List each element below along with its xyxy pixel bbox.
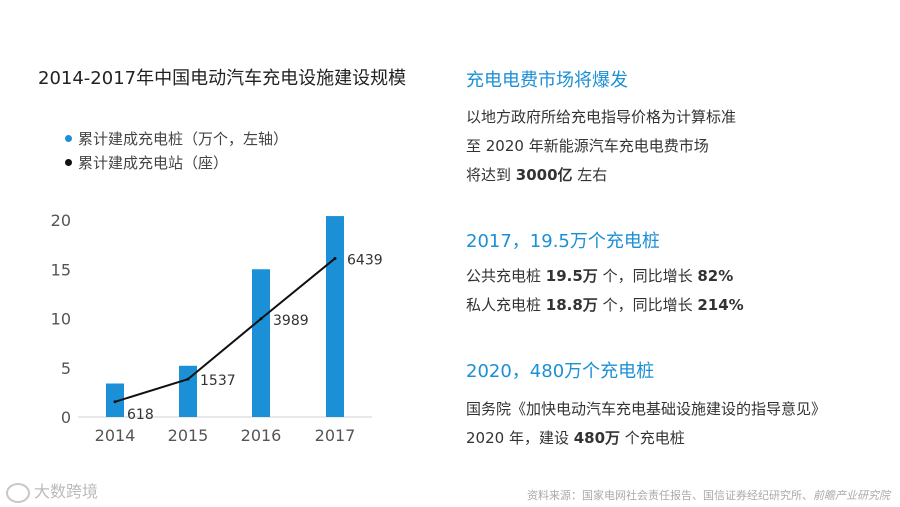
text-span: 公共充电桩: [466, 267, 546, 285]
text-span: 2020 年，建设: [466, 429, 574, 447]
legend-item-line: 累计建成充电站（座）: [65, 152, 229, 173]
y-tick-label: 15: [51, 260, 71, 279]
data-label: 1537: [200, 373, 236, 389]
bar-line-chart: 0 5 10 15 20 2014 2015 2016 2017 618 1537 3989 6439: [51, 211, 383, 445]
bar: [252, 269, 270, 417]
panel-heading-2017: 2017，19.5万个充电桩: [466, 231, 660, 252]
logo-text: 大数跨境: [34, 482, 99, 501]
panel-heading-2020: 2020，480万个充电桩: [466, 361, 655, 382]
text-span: 个，同比增长: [597, 296, 698, 314]
x-tick-label: 2016: [241, 426, 282, 445]
legend-label-line: 累计建成充电站（座）: [78, 154, 229, 172]
text-span: 左右: [572, 166, 608, 184]
source-prefix: 资料来源：国家电网社会责任报告、国信证券经纪研究所、: [527, 489, 813, 502]
legend-label-bar: 累计建成充电桩（万个，左轴）: [78, 130, 289, 148]
data-label: 3989: [273, 313, 309, 329]
y-tick-label: 10: [51, 310, 71, 329]
line-point: [113, 400, 117, 404]
y-tick-label: 5: [61, 359, 71, 378]
data-label: 618: [127, 407, 154, 423]
highlight-value: 82%: [697, 267, 734, 285]
y-tick-label: 20: [51, 211, 71, 230]
line-point: [333, 256, 337, 260]
panel-text-2017: 公共充电桩 19.5万 个，同比增长 82% 私人充电桩 18.8万 个，同比增…: [466, 262, 744, 320]
chart-title: 2014-2017年中国电动汽车充电设施建设规模: [38, 68, 407, 89]
panel-text-market: 以地方政府所给充电指导价格为计算标准 至 2020 年新能源汽车充电电费市场 将…: [466, 103, 736, 190]
panel-line: 以地方政府所给充电指导价格为计算标准: [466, 108, 737, 126]
watermark-logo: 大数跨境: [6, 478, 98, 503]
bar: [326, 216, 344, 417]
highlight-value: 3000亿: [515, 166, 573, 184]
panel-line: 2020 年，建设 480万 个充电桩: [466, 424, 826, 453]
legend-item-bar: 累计建成充电桩（万个，左轴）: [65, 128, 289, 149]
source-emph: 前瞻产业研究院: [813, 489, 890, 502]
highlight-value: 214%: [697, 296, 744, 314]
line-point: [259, 317, 263, 321]
text-span: 私人充电桩: [466, 296, 546, 314]
text-span: 将达到: [466, 166, 516, 184]
highlight-value: 18.8万: [545, 296, 598, 314]
panel-line: 至 2020 年新能源汽车充电电费市场: [466, 137, 709, 155]
panel-heading-market: 充电电费市场将爆发: [466, 70, 628, 91]
legend-dot-icon: [65, 135, 72, 142]
text-span: 个充电桩: [620, 429, 685, 447]
bar: [179, 365, 197, 417]
highlight-value: 19.5万: [545, 267, 598, 285]
x-tick-label: 2015: [168, 426, 209, 445]
line-point: [186, 377, 190, 381]
panel-line: 私人充电桩 18.8万 个，同比增长 214%: [466, 291, 744, 320]
data-label: 6439: [347, 252, 383, 268]
y-tick-label: 0: [61, 408, 71, 427]
panel-text-2020: 国务院《加快电动汽车充电基础设施建设的指导意见》 2020 年，建设 480万 …: [466, 395, 826, 453]
highlight-value: 480万: [573, 429, 621, 447]
legend-dot-icon: [65, 159, 72, 166]
panel-line: 将达到 3000亿 左右: [466, 161, 736, 190]
x-tick-label: 2014: [95, 426, 136, 445]
source-note: 资料来源：国家电网社会责任报告、国信证券经纪研究所、前瞻产业研究院: [527, 487, 890, 503]
panel-line: 公共充电桩 19.5万 个，同比增长 82%: [466, 262, 744, 291]
text-span: 个，同比增长: [597, 267, 698, 285]
logo-icon: [6, 482, 30, 503]
panel-line: 国务院《加快电动汽车充电基础设施建设的指导意见》: [466, 400, 827, 418]
line-series: [114, 257, 336, 403]
bar: [106, 383, 124, 417]
x-tick-label: 2017: [315, 426, 356, 445]
